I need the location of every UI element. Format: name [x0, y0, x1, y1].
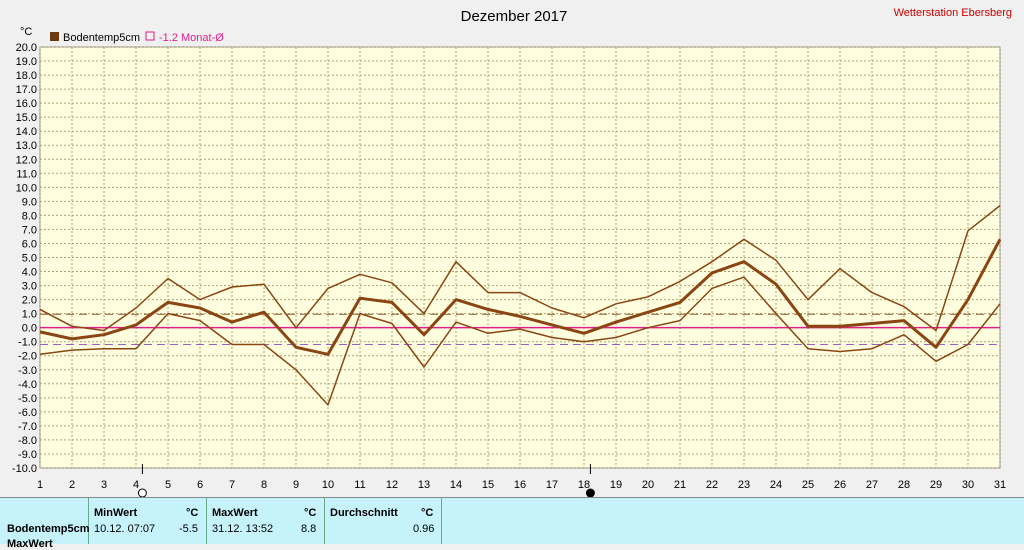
x-tick-label: 14	[450, 479, 462, 491]
x-tick-label: 9	[293, 479, 299, 491]
y-tick-label: 1.0	[22, 309, 37, 321]
x-tick-label: 21	[674, 479, 686, 491]
y-tick-label: 0.0	[22, 323, 37, 335]
average-value: 0.96	[413, 523, 435, 535]
y-tick-label: 14.0	[16, 126, 37, 138]
legend-label-monatsmittel: -1.2 Monat-Ø	[159, 32, 224, 44]
y-tick-label: -9.0	[18, 449, 37, 461]
x-tick-label: 19	[610, 479, 622, 491]
x-tick-label: 20	[642, 479, 654, 491]
x-tick-label: 10	[322, 479, 334, 491]
x-tick-label: 26	[834, 479, 846, 491]
column-divider	[88, 498, 89, 544]
y-tick-label: -5.0	[18, 393, 37, 405]
y-tick-label: 9.0	[22, 196, 37, 208]
x-tick-label: 18	[578, 479, 590, 491]
new-moon-icon	[585, 488, 595, 497]
x-tick-label: 29	[930, 479, 942, 491]
y-tick-label: -2.0	[18, 351, 37, 363]
y-tick-label: 4.0	[22, 267, 37, 279]
y-tick-label: -8.0	[18, 435, 37, 447]
max-time: 31.12. 13:52	[212, 523, 274, 535]
x-tick-label: 28	[898, 479, 910, 491]
full-moon-icon	[137, 488, 147, 497]
x-tick-label: 6	[197, 479, 203, 491]
y-tick-label: 5.0	[22, 253, 37, 265]
series-lines	[39, 205, 1002, 406]
y-tick-label: -7.0	[18, 421, 37, 433]
y-tick-label: 7.0	[22, 224, 37, 236]
y-tick-label: 10.0	[16, 182, 37, 194]
x-tick-label: 31	[994, 479, 1006, 491]
y-tick-labels: -10.0 -9.0 -8.0 -7.0 -6.0 -5.0 -4.0 -3.0 -2.0 -1.…	[12, 42, 37, 475]
column-divider	[206, 498, 207, 544]
chart-title: Dezember 2017	[461, 8, 568, 25]
legend: Bodentemp5cm -1.2 Monat-Ø	[50, 31, 224, 44]
y-tick-label: 12.0	[16, 154, 37, 166]
min-value: -5.5	[179, 523, 198, 535]
min-time: 10.12. 07:07	[94, 523, 156, 535]
x-tick-label: 24	[770, 479, 782, 491]
y-tick-label: 11.0	[16, 168, 37, 180]
series-line	[39, 238, 1002, 356]
max-value: 8.8	[301, 523, 317, 535]
series-line	[39, 276, 1001, 406]
max-header: MaxWert	[212, 507, 258, 519]
max-unit: °C	[304, 507, 317, 519]
x-tick-label: 22	[706, 479, 718, 491]
x-tick-label: 15	[482, 479, 494, 491]
y-tick-label: 20.0	[16, 42, 37, 54]
y-tick-label: 2.0	[22, 295, 37, 307]
x-tick-label: 2	[69, 479, 75, 491]
y-tick-label: 17.0	[16, 84, 37, 96]
x-tick-label: 1	[37, 479, 43, 491]
legend-swatch-bodentemp	[50, 32, 59, 41]
y-tick-label: -10.0	[12, 463, 37, 475]
y-tick-label: 3.0	[22, 281, 37, 293]
series-line	[39, 205, 1001, 332]
y-tick-label: 6.0	[22, 238, 37, 250]
x-tick-label: 7	[229, 479, 235, 491]
x-tick-label: 13	[418, 479, 430, 491]
column-divider	[441, 498, 442, 544]
x-tick-label: 4	[133, 479, 139, 491]
y-axis-unit: °C	[20, 26, 32, 38]
x-tick-label: 25	[802, 479, 814, 491]
x-tick-label: 5	[165, 479, 171, 491]
column-divider	[324, 498, 325, 544]
y-tick-label: 15.0	[16, 112, 37, 124]
x-tick-label: 23	[738, 479, 750, 491]
x-tick-label: 3	[101, 479, 107, 491]
y-tick-label: -4.0	[18, 379, 37, 391]
x-tick-labels: 1 2 3 4 5 6 7 8 9 10 11 12 13 14 15 16 17 18 19 20 21 22 23 24 2…	[37, 479, 1006, 491]
legend-swatch-monatsmittel	[145, 31, 155, 41]
row2-label: MaxWert	[7, 538, 53, 550]
y-tick-label: 18.0	[16, 70, 37, 82]
moon-markers	[137, 464, 595, 497]
x-tick-label: 30	[962, 479, 974, 491]
y-tick-label: 16.0	[16, 98, 37, 110]
x-tick-label: 16	[514, 479, 526, 491]
y-tick-label: 19.0	[16, 56, 37, 68]
statistics-panel: MinWert °C MaxWert °C Durchschnitt °C Bo…	[0, 497, 1024, 550]
row-label: Bodentemp5cm	[7, 523, 90, 535]
x-tick-label: 12	[386, 479, 398, 491]
x-tick-label: 11	[354, 479, 365, 491]
y-tick-label: 8.0	[22, 210, 37, 222]
x-tick-label: 8	[261, 479, 267, 491]
y-tick-label: -3.0	[18, 365, 37, 377]
min-header: MinWert	[94, 507, 138, 519]
x-tick-label: 17	[546, 479, 558, 491]
chart: -10.0 -9.0 -8.0 -7.0 -6.0 -5.0 -4.0 -3.0 -2.0 -1.…	[12, 7, 1012, 497]
y-tick-label: -6.0	[18, 407, 37, 419]
y-tick-label: -1.0	[18, 337, 37, 349]
x-tick-label: 27	[866, 479, 878, 491]
station-name: Wetterstation Ebersberg	[894, 7, 1012, 19]
average-header: Durchschnitt	[330, 507, 398, 519]
legend-label-bodentemp: Bodentemp5cm	[63, 32, 140, 44]
grid	[39, 46, 1001, 469]
y-tick-label: 13.0	[16, 140, 37, 152]
average-unit: °C	[421, 507, 434, 519]
min-unit: °C	[186, 507, 199, 519]
